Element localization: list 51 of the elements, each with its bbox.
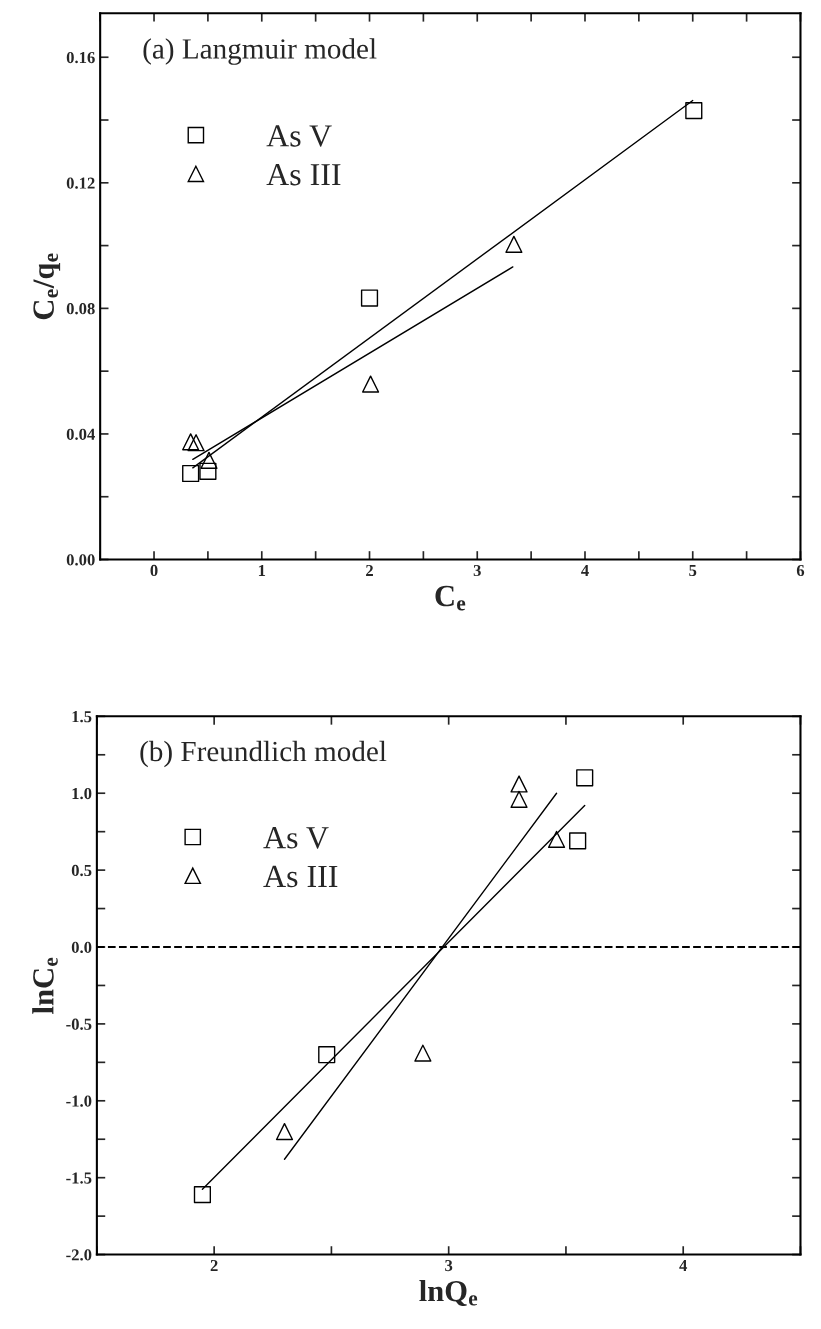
point [569,832,587,850]
point [510,775,528,793]
text: -1.5 [66,1172,92,1184]
x-tick-label: 3 [473,564,481,577]
x-tick-label: 6 [796,564,805,577]
text: 1.0 [72,787,92,800]
point [547,830,566,848]
text: 0.0 [71,941,92,954]
y-axis-title: lnC$_{e}$ [32,957,58,1014]
x-tick-label: 2 [210,1259,218,1271]
annotation: (b) Freundlich model [140,740,387,768]
point [200,451,218,469]
y-axis-title: C$_{e}$/q$_{e}$ [33,253,61,320]
point [360,289,379,307]
point [182,464,200,483]
legend-label: As V [263,827,329,849]
y-tick-label: 0.04 [66,428,95,440]
y-tick-label: 0.12 [66,177,95,189]
point [318,1046,336,1064]
legend-label: As III [263,865,338,888]
point [505,235,523,253]
text: 0.00 [66,554,95,566]
point [182,433,200,451]
x-axis-title: C$_{e}$ [435,585,466,611]
point [685,101,703,120]
x-tick-label: 1 [258,564,266,576]
y-tick-label: -0.5 [66,1018,92,1030]
point [199,462,217,480]
y-tick-label: 1.5 [72,711,92,723]
x-axis-title: lnQ$_{e}$ [419,1279,478,1307]
y-tick-label: 0.5 [71,864,92,877]
point [187,434,205,452]
point [275,1122,294,1141]
annotation: (a) Langmuir model [143,38,377,65]
point [414,1044,432,1062]
x-tick-label: 4 [679,1260,688,1271]
text: -1.0 [66,1095,92,1107]
text: -2.0 [66,1249,92,1261]
point [510,790,528,808]
y-tick-label: 0.16 [66,51,95,64]
x-tick-label: 5 [689,565,697,577]
x-tick-label: 4 [581,564,589,576]
x-tick-label: 0 [150,564,158,577]
point [361,375,380,393]
point [193,1185,212,1204]
x-tick-label: 2 [366,564,373,576]
legend-label: As V [266,125,332,147]
x-tick-label: 3 [445,1259,453,1272]
point [576,769,594,787]
y-tick-label: 0.08 [66,303,95,315]
legend-label: As III [266,163,341,186]
